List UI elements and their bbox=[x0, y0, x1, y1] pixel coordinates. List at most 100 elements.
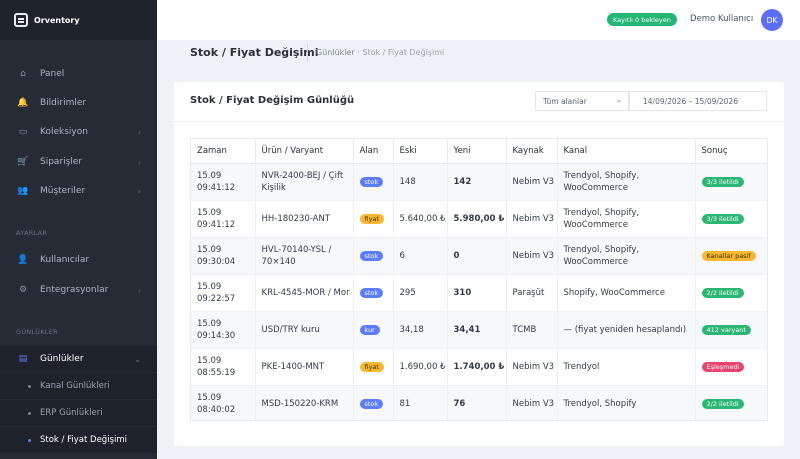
column-header-kaynak[interactable]: Kaynak bbox=[506, 139, 558, 164]
cell-source: Nebim V3 bbox=[506, 163, 558, 201]
avatar[interactable]: DK bbox=[761, 9, 783, 31]
cell-result: 412 varyant bbox=[695, 311, 767, 349]
column-header-sonuc[interactable]: Sonuç bbox=[695, 139, 767, 164]
section-header-gunlukler: GÜNLÜKLER bbox=[16, 328, 58, 336]
cell-field: stok bbox=[353, 385, 394, 420]
table-row[interactable]: 15.09 09:41:12 HH-180230-ANT fiyat 5.640,00… bbox=[191, 200, 767, 238]
breadcrumb-link-gunlukler[interactable]: Günlükler bbox=[316, 48, 355, 57]
user-icon: 👤 bbox=[17, 255, 29, 265]
table-row[interactable]: 15.09 09:14:30 USD/TRY kuru kur 34,18 34,41 T… bbox=[191, 311, 767, 349]
table-row[interactable]: 15.09 08:40:02 MSD-150220-KRM stok 81 76 Nebi… bbox=[191, 385, 767, 420]
cell-product: USD/TRY kuru bbox=[255, 311, 354, 349]
sidebar-subitem-erp-gunlukleri[interactable]: ERP Günlükleri bbox=[0, 400, 157, 426]
cell-old-value: 5.640,00 ₺ bbox=[393, 200, 448, 238]
field-badge: stok bbox=[359, 398, 384, 409]
cell-new-value: 1.740,00 ₺ bbox=[447, 348, 507, 386]
column-header-urun[interactable]: Ürün / Varyant bbox=[255, 139, 354, 164]
section-header-ayarlar: AYARLAR bbox=[16, 229, 48, 237]
bell-icon: 🔔 bbox=[17, 98, 29, 108]
cell-source: Nebim V3 bbox=[506, 200, 558, 238]
box-icon: ▭ bbox=[18, 127, 28, 137]
cell-source: Nebim V3 bbox=[506, 385, 558, 420]
column-header-kanal[interactable]: Kanal bbox=[557, 139, 696, 164]
sidebar-item-label: Panel bbox=[40, 69, 65, 79]
sidebar-item-bildirimler[interactable]: 🔔 Bildirimler bbox=[0, 90, 157, 116]
cell-time: 15.09 09:22:57 bbox=[191, 274, 256, 312]
cell-old-value: 1.690,00 ₺ bbox=[393, 348, 448, 386]
result-badge[interactable]: 2/2 iletildi bbox=[701, 398, 744, 409]
result-badge[interactable]: Kanallar pasif bbox=[701, 250, 756, 261]
table-row[interactable]: 15.09 09:30:04 HVL-70140-YSL / 70×140 stok… bbox=[191, 237, 767, 275]
cell-new-value: 5.980,00 ₺ bbox=[447, 200, 507, 238]
column-header-alan[interactable]: Alan bbox=[353, 139, 394, 164]
sidebar-item-label: Müşteriler bbox=[40, 186, 86, 196]
sidebar-subitem-kanal-gunlukleri[interactable]: Kanal Günlükleri bbox=[0, 373, 157, 399]
result-badge[interactable]: 3/3 iletildi bbox=[701, 176, 744, 187]
cell-result: Eşleşmedi bbox=[695, 348, 767, 386]
cell-old-value: 148 bbox=[393, 163, 448, 201]
cell-time: 15.09 08:40:02 bbox=[191, 385, 256, 420]
cell-field: fiyat bbox=[353, 348, 394, 386]
cell-product: HH-180230-ANT bbox=[255, 200, 354, 238]
sidebar-item-kullanicilar[interactable]: 👤 Kullanıcılar bbox=[0, 247, 157, 273]
log-table: Zaman Ürün / Varyant Alan Eski Yeni Kayn… bbox=[191, 139, 767, 420]
sidebar-item-label: Kullanıcılar bbox=[40, 255, 90, 265]
table-row[interactable]: 15.09 09:41:12 NVR-2400-BEJ / Çift Kişili… bbox=[191, 163, 767, 201]
breadcrumb-divider bbox=[307, 44, 308, 62]
cell-source: Nebim V3 bbox=[506, 237, 558, 275]
cell-old-value: 34,18 bbox=[393, 311, 448, 349]
result-badge[interactable]: Eşleşmedi bbox=[701, 361, 745, 372]
result-badge[interactable]: 2/2 iletildi bbox=[701, 287, 744, 298]
field-badge: stok bbox=[359, 287, 384, 298]
sync-status-badge[interactable]: Kayıtlı 0 bekleyen bbox=[607, 13, 677, 26]
sidebar-item-musteriler[interactable]: 👥 Müşteriler › bbox=[0, 178, 157, 204]
cell-new-value: 76 bbox=[447, 385, 507, 420]
table-row[interactable]: 15.09 09:22:57 KRL-4545-MOR / Mor stok 295 3… bbox=[191, 274, 767, 312]
brand[interactable]: Orventory bbox=[0, 0, 157, 40]
cell-channel: Trendyol bbox=[557, 348, 696, 386]
cell-channel: Shopify, WooCommerce bbox=[557, 274, 696, 312]
user-name[interactable]: Demo Kullanıcı bbox=[690, 14, 754, 24]
table-row[interactable]: 15.09 08:55:19 PKE-1400-MNT fiyat 1.690,00 … bbox=[191, 348, 767, 386]
cell-time: 15.09 09:41:12 bbox=[191, 200, 256, 238]
card-title: Stok / Fiyat Değişim Günlüğü bbox=[190, 95, 355, 106]
log-table-container[interactable]: Zaman Ürün / Varyant Alan Eski Yeni Kayn… bbox=[190, 138, 768, 421]
result-badge[interactable]: 412 varyant bbox=[701, 324, 751, 335]
column-header-zaman[interactable]: Zaman bbox=[191, 139, 256, 164]
sidebar-item-label: Günlükler bbox=[40, 354, 84, 364]
breadcrumb-separator: · bbox=[354, 48, 363, 57]
field-badge: kur bbox=[359, 324, 380, 335]
date-range-input[interactable]: 14/09/2026 – 15/09/2026 bbox=[629, 91, 767, 111]
cell-time: 15.09 09:14:30 bbox=[191, 311, 256, 349]
cell-time: 15.09 09:41:12 bbox=[191, 163, 256, 201]
cell-old-value: 6 bbox=[393, 237, 448, 275]
sidebar-item-panel[interactable]: ⌂ Panel bbox=[0, 61, 157, 87]
document-icon: ▤ bbox=[18, 354, 28, 364]
sidebar-subitem-label: ERP Günlükleri bbox=[40, 408, 103, 418]
sidebar: Orventory ⌂ Panel 🔔 Bildirimler ▭ Koleks… bbox=[0, 0, 157, 459]
column-header-yeni[interactable]: Yeni bbox=[447, 139, 507, 164]
chevron-right-icon: › bbox=[137, 127, 141, 137]
field-badge: fiyat bbox=[359, 213, 384, 224]
field-badge: fiyat bbox=[359, 361, 384, 372]
sidebar-item-koleksiyon[interactable]: ▭ Koleksiyon › bbox=[0, 119, 157, 145]
cell-result: 3/3 iletildi bbox=[695, 200, 767, 238]
breadcrumb-current: Stok / Fiyat Değişimi bbox=[362, 48, 445, 57]
chevron-right-icon: › bbox=[137, 157, 141, 167]
column-header-eski[interactable]: Eski bbox=[393, 139, 448, 164]
cell-old-value: 81 bbox=[393, 385, 448, 420]
topbar: Kayıtlı 0 bekleyen Demo Kullanıcı DK bbox=[157, 0, 800, 40]
log-card: Stok / Fiyat Değişim Günlüğü Tüm alanlar… bbox=[174, 82, 784, 446]
result-badge[interactable]: 3/3 iletildi bbox=[701, 213, 744, 224]
sidebar-item-gunlukler[interactable]: ▤ Günlükler ⌄ bbox=[0, 346, 157, 372]
sidebar-item-entegrasyonlar[interactable]: ⚙ Entegrasyonlar › bbox=[0, 277, 157, 303]
sidebar-item-siparisler[interactable]: 🛒 Siparişler › bbox=[0, 149, 157, 175]
page-title: Stok / Fiyat Değişimi bbox=[190, 46, 319, 59]
field-filter-select[interactable]: Tüm alanlar ⌄ bbox=[535, 91, 629, 111]
cell-source: Nebim V3 bbox=[506, 348, 558, 386]
bullet-icon bbox=[28, 384, 31, 388]
sidebar-subitem-stok-fiyat[interactable]: Stok / Fiyat Değişimi bbox=[0, 427, 157, 453]
cell-product: NVR-2400-BEJ / Çift Kişilik bbox=[255, 163, 354, 201]
breadcrumb: Günlükler · Stok / Fiyat Değişimi bbox=[316, 48, 444, 57]
cell-channel: Trendyol, Shopify, WooCommerce bbox=[557, 200, 696, 238]
